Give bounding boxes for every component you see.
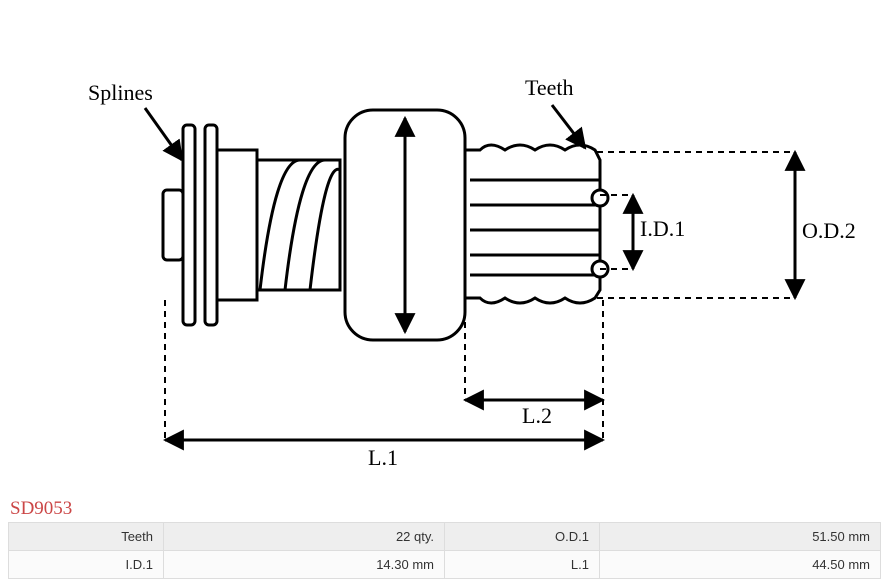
cell-value: 22 qty.: [164, 523, 445, 551]
cell-value: 51.50 mm: [600, 523, 881, 551]
part-id: SD9053: [10, 498, 72, 520]
cell-label: O.D.1: [445, 523, 600, 551]
spec-table: Teeth 22 qty. O.D.1 51.50 mm I.D.1 14.30…: [8, 522, 881, 579]
part-diagram: [0, 0, 889, 498]
cell-value: 14.30 mm: [164, 551, 445, 579]
cell-label: Teeth: [9, 523, 164, 551]
table-row: Teeth 22 qty. O.D.1 51.50 mm: [9, 523, 881, 551]
cell-label: I.D.1: [9, 551, 164, 579]
page-container: Splines Teeth O.D.1 I.D.1 O.D.2 L.1 L.2: [0, 0, 889, 580]
cell-label: L.1: [445, 551, 600, 579]
table-row: I.D.1 14.30 mm L.1 44.50 mm: [9, 551, 881, 579]
cell-value: 44.50 mm: [600, 551, 881, 579]
